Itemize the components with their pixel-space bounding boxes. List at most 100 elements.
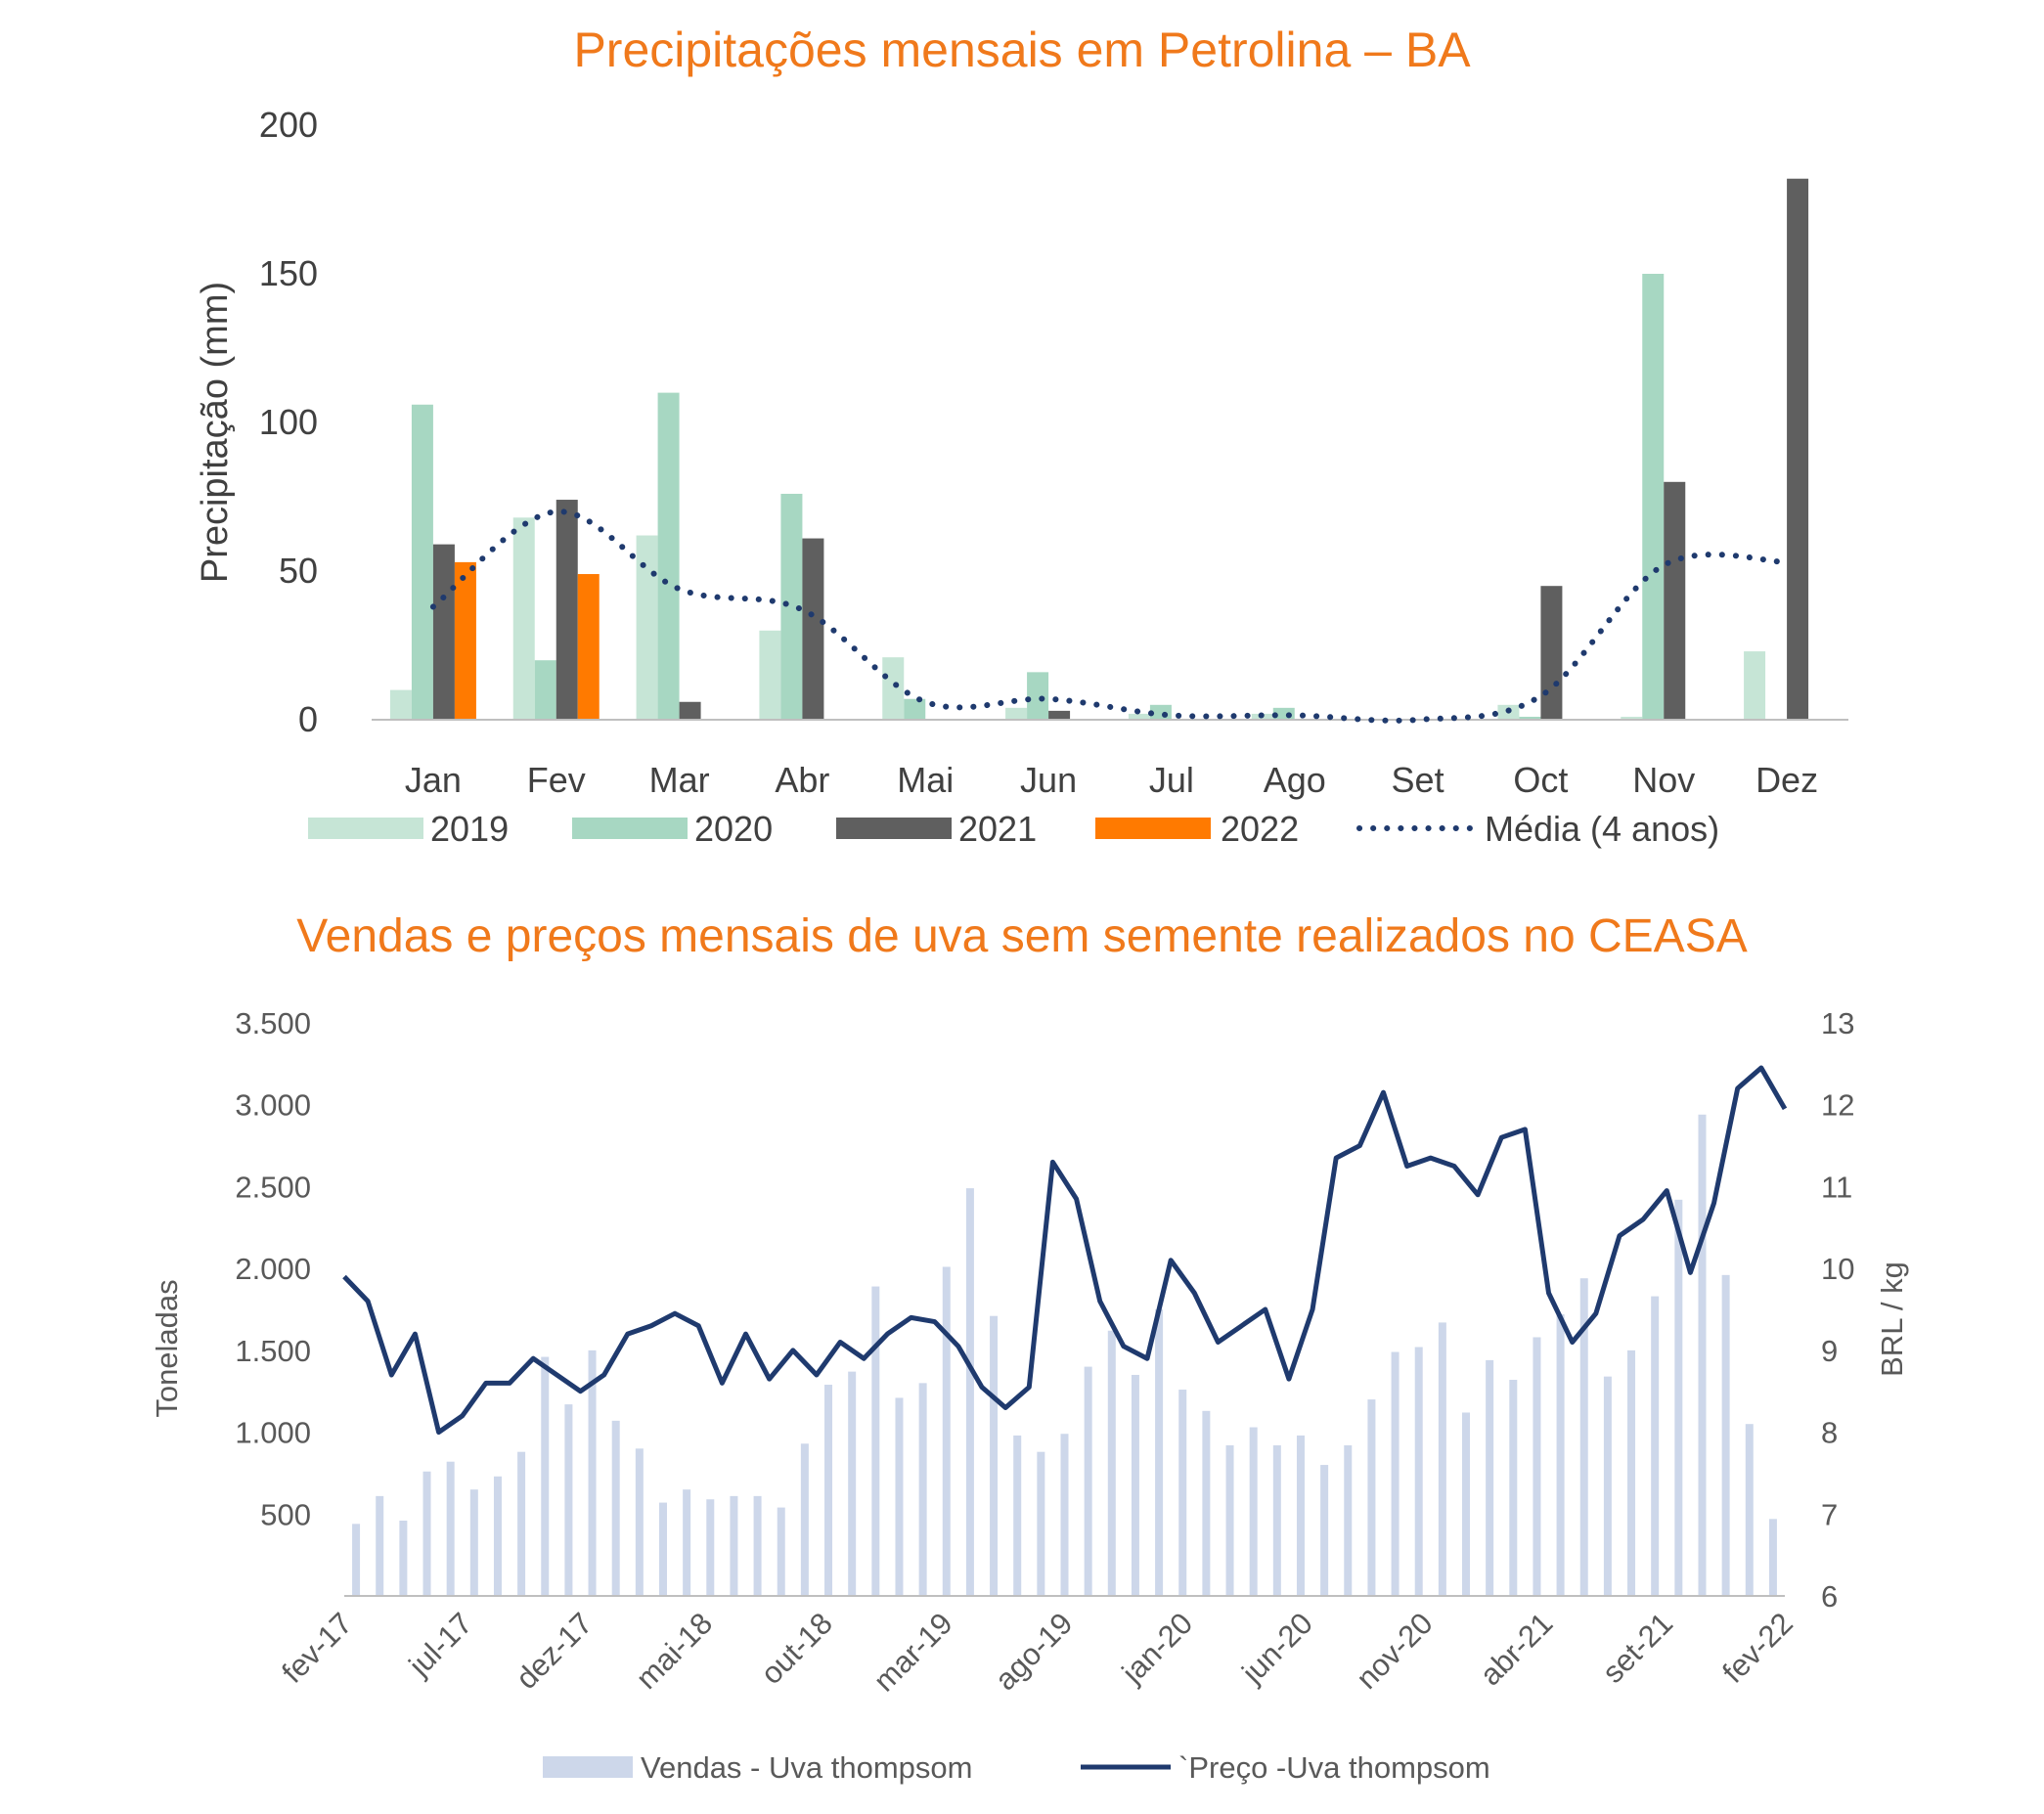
x-tick-label: Jul (1149, 760, 1194, 800)
bar-2020-Abr (780, 493, 803, 720)
bar-vendas (1651, 1296, 1660, 1596)
bar-vendas (1462, 1412, 1471, 1596)
bar-vendas (871, 1286, 880, 1596)
bar-vendas (1013, 1435, 1022, 1596)
bar-vendas (1721, 1274, 1730, 1596)
bar-vendas (1391, 1351, 1400, 1596)
bar-vendas (1768, 1519, 1777, 1596)
y-tick-label: 100 (259, 402, 318, 442)
x-tick-label: Mar (649, 760, 710, 800)
y-right-tick-label: 8 (1821, 1416, 1838, 1450)
bar-vendas (1745, 1424, 1754, 1596)
bar-vendas (352, 1524, 361, 1596)
bar-vendas (683, 1489, 691, 1596)
x-tick-label: Dez (1755, 760, 1818, 800)
x-tick-label: Ago (1264, 760, 1326, 800)
bar-vendas (895, 1397, 904, 1596)
legend-label: Média (4 anos) (1485, 809, 1719, 849)
bar-vendas (1155, 1309, 1164, 1596)
bar-2020-Jun (1027, 672, 1049, 720)
legend-swatch-vendas (543, 1756, 633, 1778)
x-tick-label: abr-21 (1473, 1606, 1559, 1692)
chart2-title: Vendas e preços mensais de uva sem semen… (296, 910, 1748, 962)
y-left-tick-label: 2.500 (235, 1170, 311, 1204)
bar-2020-Nov (1642, 274, 1665, 720)
bar-vendas (1131, 1374, 1139, 1596)
y-left-tick-label: 500 (260, 1497, 311, 1531)
bar-vendas (1084, 1366, 1092, 1596)
bar-vendas (469, 1489, 478, 1596)
y-right-axis-label: BRL / kg (1875, 1261, 1909, 1377)
y-right-tick-label: 10 (1821, 1252, 1854, 1286)
y-left-tick-label: 3.000 (235, 1088, 311, 1123)
x-tick-label: Oct (1513, 760, 1568, 800)
bar-2020-Fev (534, 660, 556, 720)
bar-vendas (399, 1520, 408, 1596)
bar-vendas (1509, 1379, 1518, 1596)
bar-vendas (730, 1495, 738, 1596)
x-tick-label: ago-19 (988, 1606, 1079, 1697)
bar-2020-Mar (657, 392, 680, 720)
bar-vendas (635, 1448, 644, 1596)
bar-2020-Mai (904, 698, 926, 720)
bar-2019-Jul (1128, 713, 1150, 720)
y-left-tick-label: 2.000 (235, 1252, 311, 1286)
x-tick-label: mar-19 (867, 1606, 959, 1698)
bar-vendas (1367, 1399, 1376, 1596)
bar-vendas (1698, 1114, 1707, 1596)
line-preco (342, 1065, 1788, 1436)
legend-swatch-2021 (836, 818, 952, 839)
y-tick-label: 50 (279, 551, 318, 591)
x-tick-label: Set (1392, 760, 1444, 800)
bar-vendas (541, 1356, 550, 1596)
bar-vendas (1037, 1451, 1045, 1596)
bar-vendas (1344, 1444, 1353, 1596)
bar-vendas (824, 1385, 833, 1596)
bar-2021-Dez (1787, 178, 1809, 721)
x-tick-label: out-18 (754, 1606, 839, 1691)
x-tick-label: Jan (405, 760, 462, 800)
bar-vendas (446, 1461, 455, 1596)
bar-vendas (777, 1507, 785, 1596)
bar-2021-Jun (1048, 710, 1071, 720)
bar-vendas (658, 1502, 667, 1596)
y-tick-label: 200 (259, 105, 318, 145)
y-left-tick-label: 1.000 (235, 1416, 311, 1450)
y-right-tick-label: 13 (1821, 1006, 1854, 1040)
bar-2022-Fev (577, 574, 600, 720)
y-tick-label: 0 (298, 699, 318, 739)
bar-2021-Fev (555, 500, 578, 720)
legend-swatch-2020 (572, 818, 688, 839)
bar-vendas (1272, 1444, 1281, 1596)
bar-2021-Mar (679, 701, 701, 720)
x-tick-label: Jun (1020, 760, 1077, 800)
bar-vendas (422, 1471, 431, 1596)
x-tick-label: Fev (527, 760, 586, 800)
legend-swatch-2019 (308, 818, 423, 839)
rainfall-chart: 0 50 100 150 200 Precipitação (mm) Jan Fev Mar Ab… (195, 105, 1848, 849)
bar-vendas (1556, 1314, 1565, 1596)
bar-vendas (942, 1266, 951, 1596)
y-tick-label: 150 (259, 253, 318, 293)
bar-vendas (376, 1495, 384, 1596)
bar-2019-Mar (636, 535, 658, 720)
bar-vendas (800, 1443, 809, 1596)
x-tick-label: mai-18 (629, 1606, 719, 1696)
x-tick-label: dez-17 (510, 1606, 600, 1696)
y-left-axis-label: Toneladas (150, 1279, 184, 1417)
bar-2021-Nov (1664, 481, 1686, 720)
bar-vendas (848, 1371, 857, 1596)
x-tick-label: jun-20 (1235, 1606, 1319, 1690)
bar-2019-Mai (882, 657, 905, 720)
x-tick-label: Abr (775, 760, 829, 800)
legend-label: 2019 (430, 809, 509, 849)
bar-2020-Oct (1519, 716, 1541, 720)
line-media-4-anos (429, 509, 1791, 724)
bar-2021-Jan (432, 544, 455, 720)
x-tick-label: jan-20 (1115, 1606, 1199, 1690)
x-tick-label: nov-20 (1350, 1606, 1440, 1696)
x-tick-label: Nov (1632, 760, 1695, 800)
bar-2021-Abr (802, 538, 824, 720)
legend-label: Vendas - Uva thompsom (641, 1750, 972, 1785)
bar-vendas (706, 1499, 715, 1596)
